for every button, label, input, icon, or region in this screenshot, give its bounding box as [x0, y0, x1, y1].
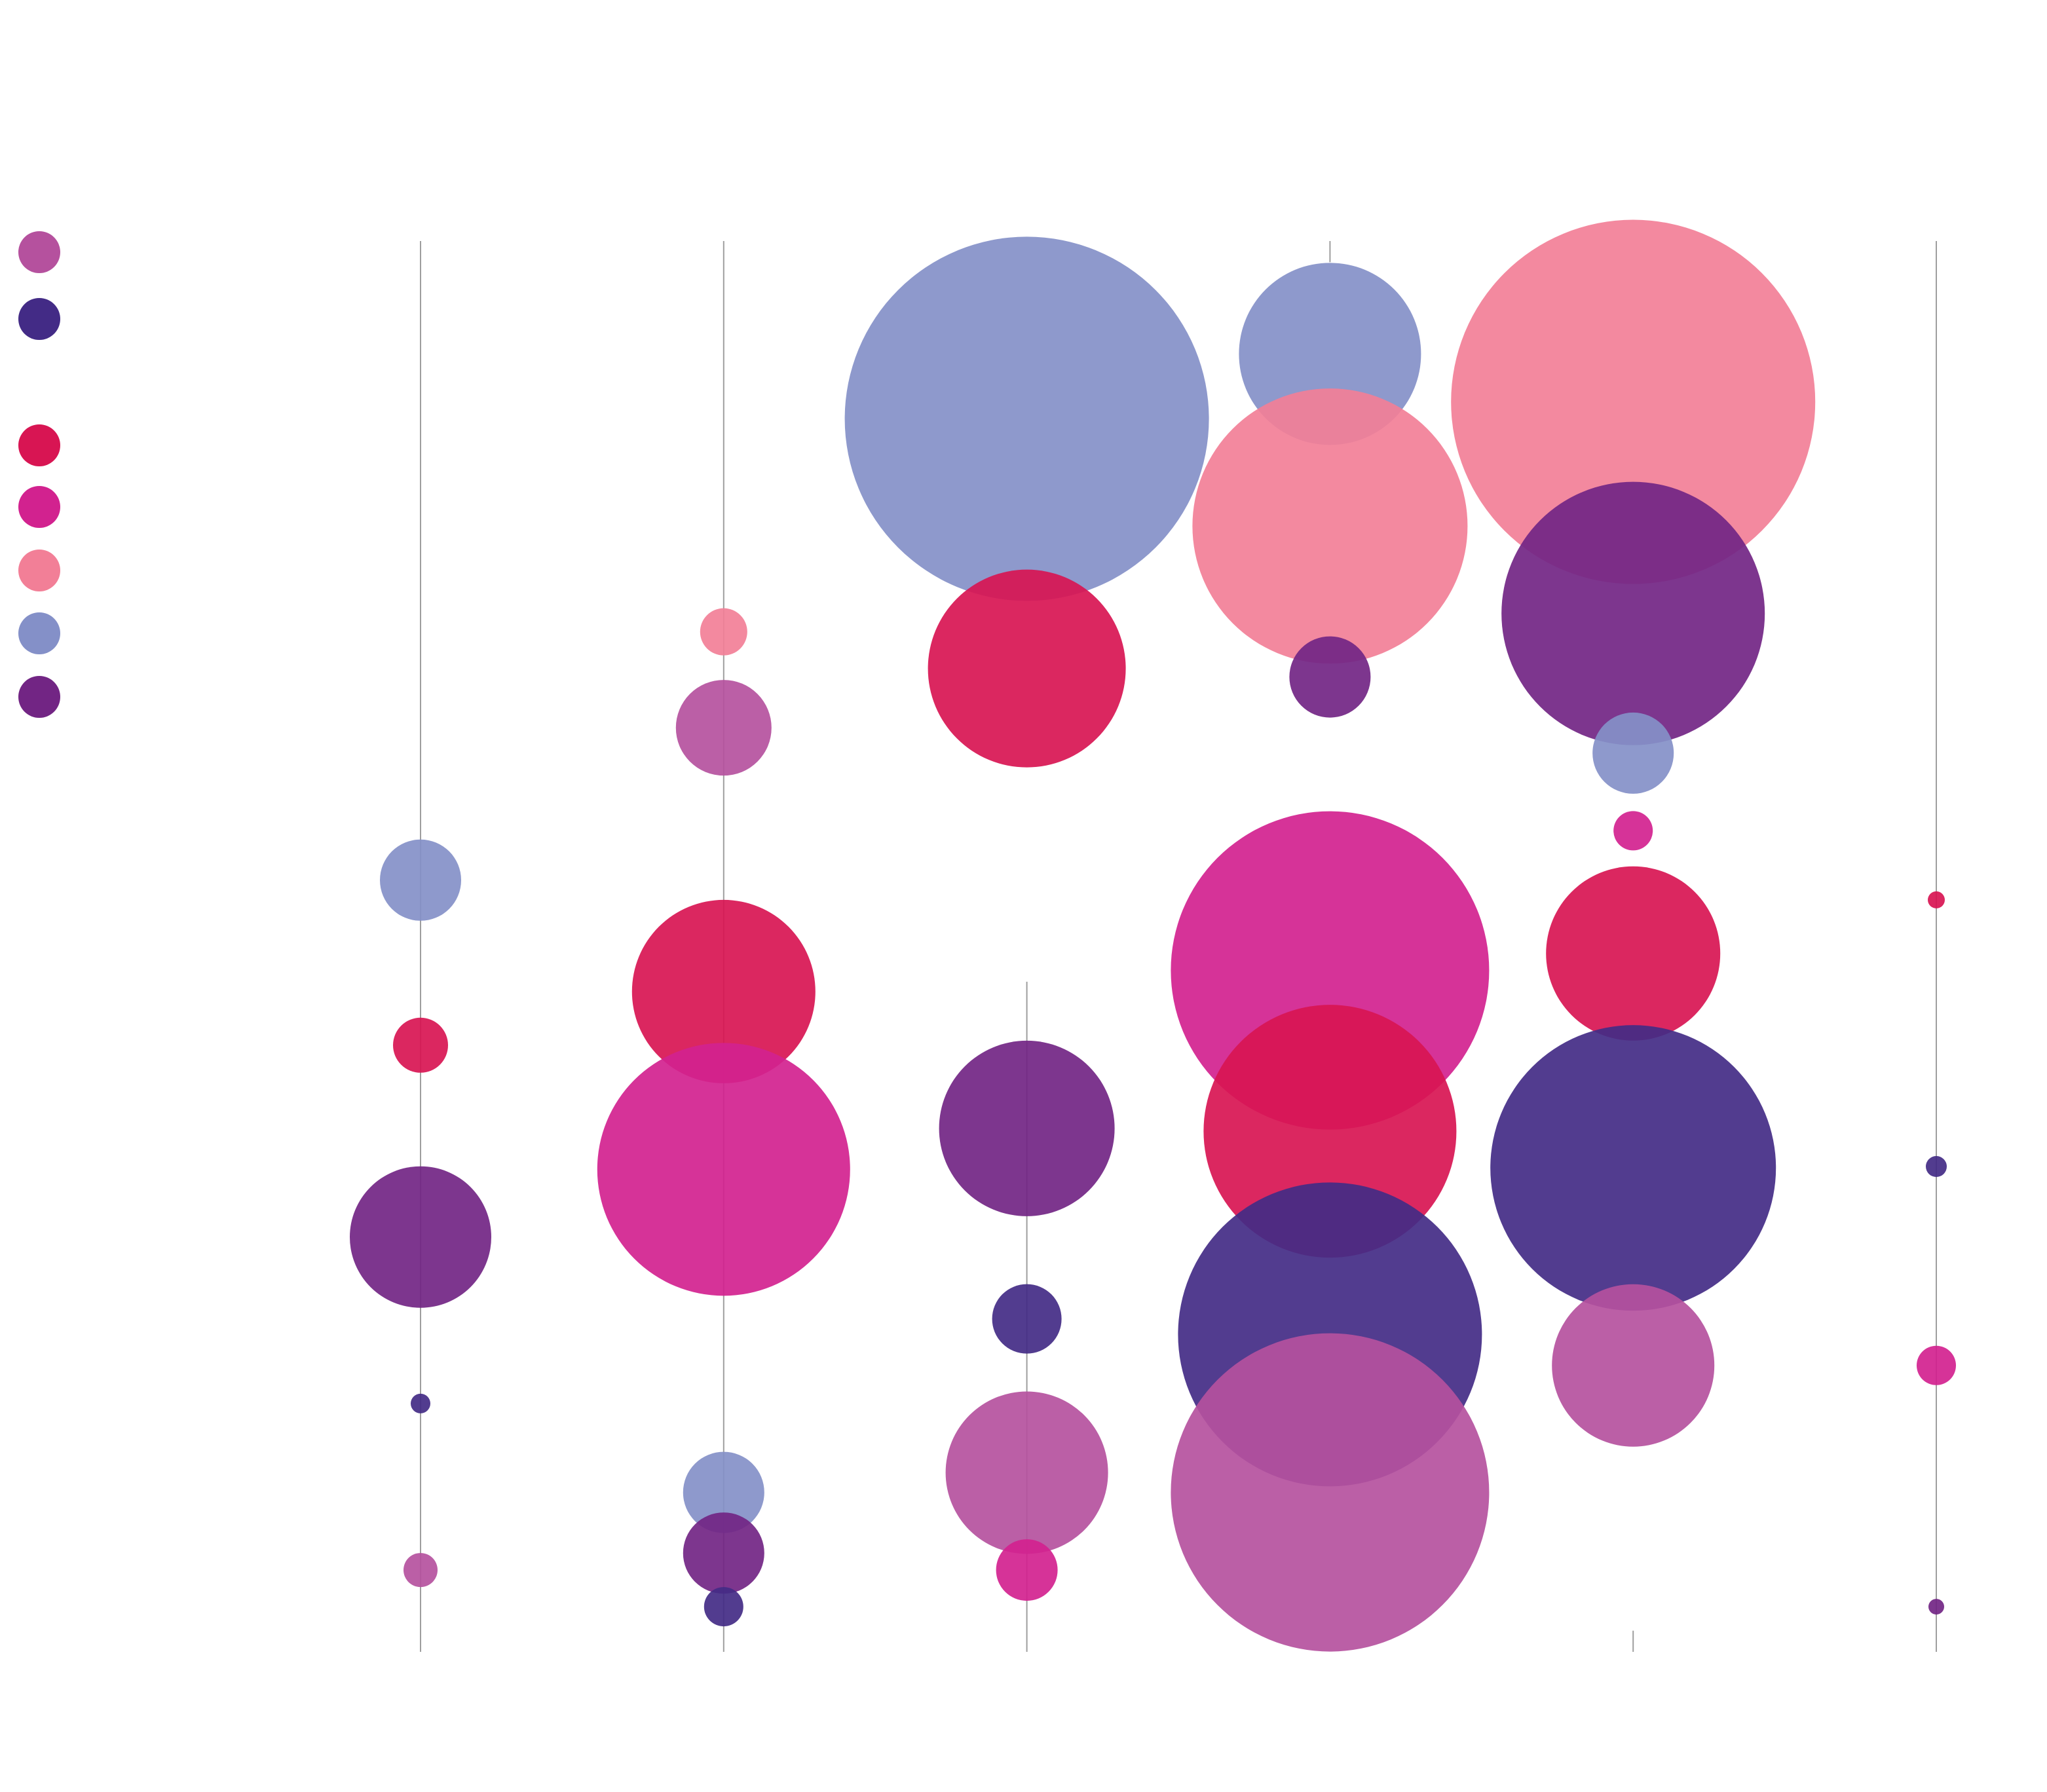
bubble-col4-purple — [1289, 636, 1371, 718]
bubble-col3-periwinkle — [844, 236, 1209, 601]
legend-swatch-indigo — [18, 298, 60, 340]
bubble-col5-indigo — [1490, 1025, 1776, 1311]
bubble-col2-magenta — [597, 1043, 850, 1296]
legend — [18, 231, 60, 718]
bubble-col3-purple — [939, 1040, 1115, 1216]
bubble-col2-indigo — [704, 1587, 743, 1627]
bubble-col2-orchid — [675, 680, 772, 776]
legend-swatch-pink — [18, 550, 60, 591]
bubble-col1-crimson — [393, 1017, 448, 1073]
bubble-col3-indigo — [992, 1284, 1062, 1354]
bubble-col5-pink — [1451, 219, 1816, 584]
bubble-col6-indigo — [1926, 1156, 1947, 1178]
bubbles — [350, 219, 1956, 1652]
bubble-col3-orchid — [945, 1391, 1108, 1554]
bubble-col2-crimson — [631, 899, 816, 1083]
bubble-col3-crimson — [928, 569, 1126, 768]
bubble-col5-periwinkle — [1592, 712, 1674, 794]
legend-swatch-crimson — [18, 424, 60, 466]
bubble-col5-orchid — [1552, 1284, 1715, 1447]
legend-swatch-orchid — [18, 231, 60, 273]
bubble-col1-periwinkle — [380, 839, 461, 921]
bubble-col4-orchid — [1171, 1333, 1490, 1652]
bubble-col2-pink — [700, 608, 747, 656]
bubble-col1-orchid — [404, 1553, 438, 1588]
bubble-col3-magenta — [996, 1539, 1058, 1601]
legend-swatch-periwinkle — [18, 612, 60, 654]
bubble-col1-purple — [350, 1166, 491, 1308]
bubble-col5-magenta — [1613, 811, 1653, 851]
bubble-col2-purple — [683, 1512, 764, 1594]
bubble-col4-crimson — [1203, 1005, 1457, 1258]
legend-swatch-purple — [18, 676, 60, 718]
legend-swatch-magenta — [18, 486, 60, 528]
bubble-col5-crimson — [1546, 866, 1721, 1041]
bubble-col2-periwinkle — [683, 1451, 764, 1533]
bubble-col4-pink — [1192, 388, 1468, 664]
bubble-col1-indigo — [411, 1393, 430, 1413]
bubble-col6-purple — [1928, 1599, 1944, 1615]
bubble-col6-magenta — [1917, 1345, 1956, 1385]
bubble-col6-crimson — [1928, 891, 1945, 908]
bubble-col5-purple — [1501, 481, 1765, 745]
